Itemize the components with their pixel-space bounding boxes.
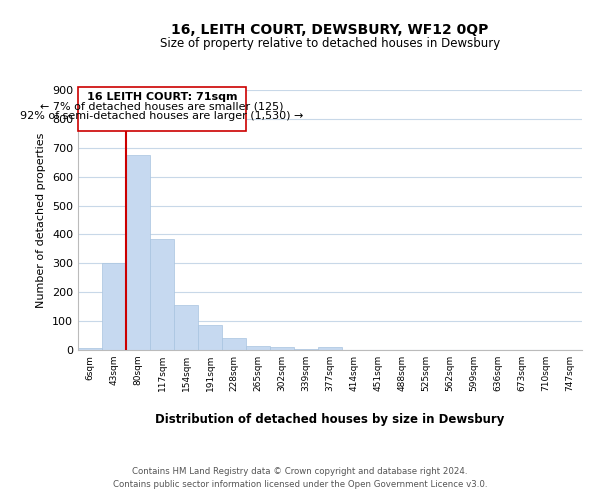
- Text: 16 LEITH COURT: 71sqm: 16 LEITH COURT: 71sqm: [87, 92, 237, 102]
- Text: 92% of semi-detached houses are larger (1,530) →: 92% of semi-detached houses are larger (…: [20, 111, 304, 121]
- Y-axis label: Number of detached properties: Number of detached properties: [37, 132, 46, 308]
- FancyBboxPatch shape: [78, 87, 246, 131]
- Bar: [102, 264, 126, 350]
- Bar: [150, 239, 174, 350]
- Bar: [270, 347, 294, 350]
- Bar: [78, 348, 102, 350]
- Bar: [126, 155, 150, 350]
- Text: Contains public sector information licensed under the Open Government Licence v3: Contains public sector information licen…: [113, 480, 487, 489]
- Bar: [318, 347, 342, 350]
- Text: Distribution of detached houses by size in Dewsbury: Distribution of detached houses by size …: [155, 412, 505, 426]
- Bar: [198, 324, 222, 350]
- Bar: [294, 348, 318, 350]
- Text: 16, LEITH COURT, DEWSBURY, WF12 0QP: 16, LEITH COURT, DEWSBURY, WF12 0QP: [172, 22, 488, 36]
- Bar: [174, 305, 198, 350]
- Text: ← 7% of detached houses are smaller (125): ← 7% of detached houses are smaller (125…: [40, 102, 284, 112]
- Text: Size of property relative to detached houses in Dewsbury: Size of property relative to detached ho…: [160, 38, 500, 51]
- Bar: [222, 338, 246, 350]
- Text: Contains HM Land Registry data © Crown copyright and database right 2024.: Contains HM Land Registry data © Crown c…: [132, 468, 468, 476]
- Bar: [246, 346, 270, 350]
